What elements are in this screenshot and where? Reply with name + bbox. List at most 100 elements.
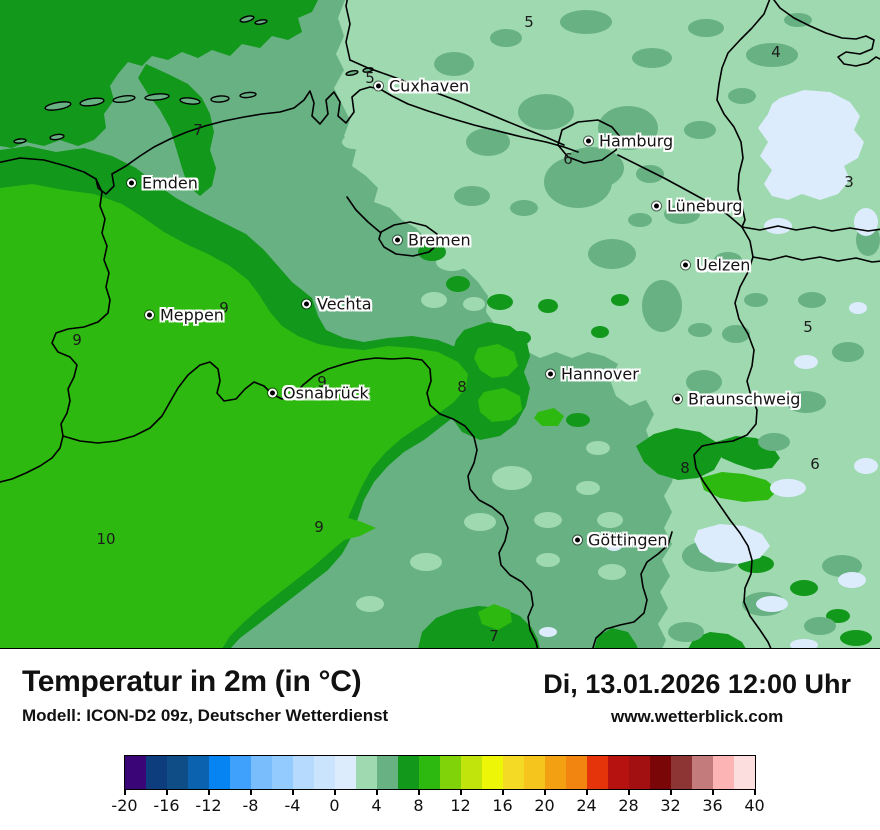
temperature-map-svg xyxy=(0,0,880,648)
page-title: Temperatur in 2m (in °C) xyxy=(22,665,362,698)
legend-tick-16 xyxy=(501,790,504,795)
city-label: Hamburg xyxy=(599,131,674,151)
legend-tick-label-8: 8 xyxy=(413,796,424,815)
legend-tick-label-0: 0 xyxy=(329,796,340,815)
islands-layer xyxy=(13,15,374,144)
border-goettingen-east xyxy=(592,531,673,648)
temperature-value-label: 9 xyxy=(219,299,229,317)
legend-tick--8 xyxy=(249,790,252,795)
border-netherlands xyxy=(0,178,111,483)
legend-segment-28 xyxy=(713,756,734,789)
temperature-value-label: 7 xyxy=(193,121,203,139)
temperature-value-label: 5 xyxy=(803,318,813,336)
legend-tick-40 xyxy=(753,790,756,795)
legend-segment-1 xyxy=(146,756,167,789)
city-label: Göttingen xyxy=(588,530,668,550)
legend-tick-label-24: 24 xyxy=(576,796,597,815)
terrain-layer xyxy=(0,0,880,648)
temperature-value-label: 9 xyxy=(72,331,82,349)
header-right-block: Di, 13.01.2026 12:00 Uhr www.wetterblick… xyxy=(543,669,851,727)
city-label: Braunschweig xyxy=(688,389,801,409)
legend-tick-36 xyxy=(711,790,714,795)
legend-tick-32 xyxy=(669,790,672,795)
legend-tick-24 xyxy=(585,790,588,795)
legend-segment-13 xyxy=(398,756,419,789)
city-label: Vechta xyxy=(317,294,372,314)
temperature-value-label: 9 xyxy=(314,518,324,536)
legend-tick-label--20: -20 xyxy=(111,796,138,815)
temperature-value-label: 5 xyxy=(365,69,375,87)
border-east-south xyxy=(693,226,772,648)
city-dot-icon xyxy=(681,260,690,270)
city-dot-icon xyxy=(546,369,555,379)
city-dot-icon xyxy=(673,394,682,404)
legend-tick--16 xyxy=(165,790,168,795)
border-east-north xyxy=(716,0,771,228)
temperature-value-label: 5 xyxy=(524,13,534,31)
border-top-right xyxy=(773,0,880,67)
legend-segment-8 xyxy=(293,756,314,789)
temperature-value-label: 6 xyxy=(810,455,820,473)
legend-tick-8 xyxy=(417,790,420,795)
temperature-value-label: 10 xyxy=(96,530,116,548)
legend-segment-21 xyxy=(566,756,587,789)
legend-segment-25 xyxy=(650,756,671,789)
legend-tick-label-32: 32 xyxy=(660,796,681,815)
legend-tick-label--12: -12 xyxy=(195,796,222,815)
legend-segment-6 xyxy=(251,756,272,789)
legend-tick-label-40: 40 xyxy=(744,796,765,815)
temperature-value-label: 4 xyxy=(771,43,781,61)
legend-segment-24 xyxy=(629,756,650,789)
legend-tick-12 xyxy=(459,790,462,795)
border-nrw-south xyxy=(62,357,539,648)
city-layer: Cuxhaven Emden Hamburg Lüneburg Bremen Uelzen… xyxy=(127,76,800,550)
city-dot-icon xyxy=(584,136,593,146)
temperature-value-label: 9 xyxy=(317,373,327,391)
city-label: Uelzen xyxy=(696,255,751,275)
legend-segment-22 xyxy=(587,756,608,789)
city-marker-uelzen: Uelzen xyxy=(681,256,750,275)
legend-tick--20 xyxy=(123,790,126,795)
legend-segment-20 xyxy=(545,756,566,789)
city-dot-icon xyxy=(374,81,383,91)
legend-segment-0 xyxy=(125,756,146,789)
legend-tick--4 xyxy=(291,790,294,795)
temperature-value-label: 3 xyxy=(844,173,854,191)
legend-segment-18 xyxy=(503,756,524,789)
city-label: Osnabrück xyxy=(283,383,369,403)
legend-tick-label-28: 28 xyxy=(618,796,639,815)
city-marker-emden: Emden xyxy=(127,174,198,193)
city-label: Cuxhaven xyxy=(389,76,470,96)
legend-segment-2 xyxy=(167,756,188,789)
city-marker-braunschweig: Braunschweig xyxy=(673,390,800,409)
city-dot-icon xyxy=(145,310,154,320)
legend-segment-16 xyxy=(461,756,482,789)
legend-segment-23 xyxy=(608,756,629,789)
value-label-layer: 5 4 5 7 6 3 9 5 9 9 8 6 8 9 10 7 xyxy=(72,13,854,645)
legend-segment-12 xyxy=(377,756,398,789)
city-marker-gttingen: Göttingen xyxy=(573,531,667,550)
city-marker-meppen: Meppen xyxy=(145,306,224,325)
city-marker-osnabrck: Osnabrück xyxy=(268,384,369,403)
city-marker-bremen: Bremen xyxy=(393,231,471,250)
temperature-value-label: 6 xyxy=(563,150,573,168)
temperature-value-label: 8 xyxy=(680,459,690,477)
legend-tick-label--4: -4 xyxy=(284,796,301,815)
weser-river xyxy=(346,196,382,234)
legend-segment-11 xyxy=(356,756,377,789)
temperature-value-label: 8 xyxy=(457,378,467,396)
city-dot-icon xyxy=(573,535,582,545)
city-label: Bremen xyxy=(408,230,471,250)
legend-tick-label-4: 4 xyxy=(371,796,382,815)
legend-tick-label-20: 20 xyxy=(534,796,555,815)
city-dot-icon xyxy=(652,201,661,211)
city-dot-icon xyxy=(393,235,402,245)
legend-tick-0 xyxy=(333,790,336,795)
legend-tick-label-16: 16 xyxy=(492,796,513,815)
elbe-east xyxy=(741,225,880,232)
legend-segment-7 xyxy=(272,756,293,789)
legend-segment-15 xyxy=(440,756,461,789)
temperature-map: 5 4 5 7 6 3 9 5 9 9 8 6 8 9 10 7 Cuxhaven Emden Hamburg Lü… xyxy=(0,0,880,649)
legend-tick-label--8: -8 xyxy=(242,796,259,815)
